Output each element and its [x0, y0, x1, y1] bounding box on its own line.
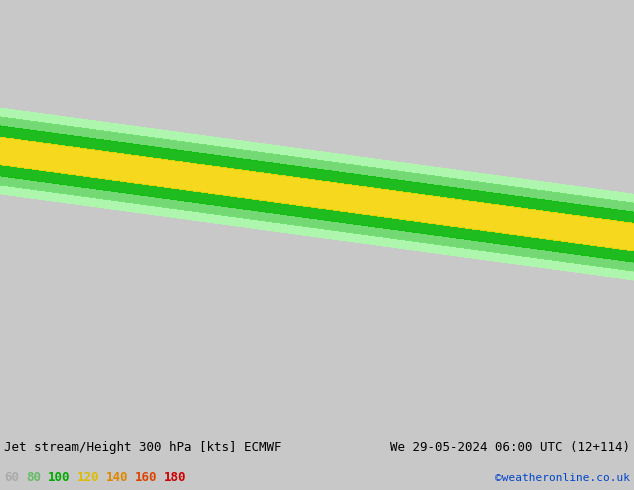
Text: 180: 180 [164, 471, 186, 484]
Text: 120: 120 [77, 471, 100, 484]
Text: Jet stream/Height 300 hPa [kts] ECMWF: Jet stream/Height 300 hPa [kts] ECMWF [4, 441, 281, 454]
Text: 100: 100 [48, 471, 70, 484]
Text: 80: 80 [26, 471, 41, 484]
Text: 140: 140 [106, 471, 129, 484]
Text: We 29-05-2024 06:00 UTC (12+114): We 29-05-2024 06:00 UTC (12+114) [390, 441, 630, 454]
Text: ©weatheronline.co.uk: ©weatheronline.co.uk [495, 473, 630, 483]
Text: 160: 160 [135, 471, 157, 484]
Text: 60: 60 [4, 471, 19, 484]
